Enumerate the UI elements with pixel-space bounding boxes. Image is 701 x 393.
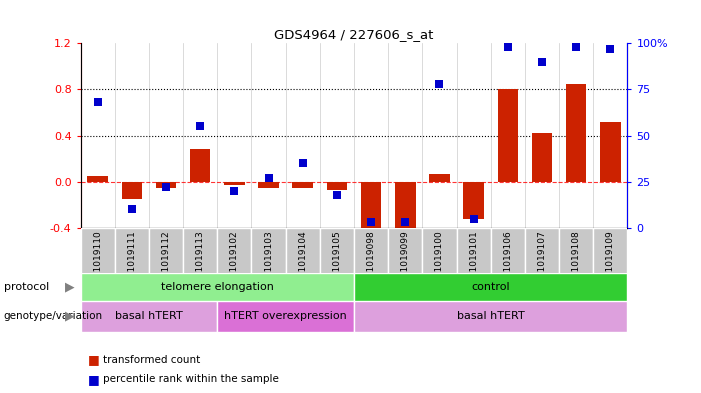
Bar — [422, 228, 456, 301]
Title: GDS4964 / 227606_s_at: GDS4964 / 227606_s_at — [274, 28, 434, 40]
Text: GSM1019106: GSM1019106 — [503, 230, 512, 291]
Text: GSM1019098: GSM1019098 — [367, 230, 376, 291]
Point — [502, 44, 513, 50]
Bar — [600, 122, 620, 182]
Text: basal hTERT: basal hTERT — [457, 311, 524, 321]
Point — [605, 46, 616, 52]
Bar — [217, 228, 252, 301]
Point — [195, 123, 206, 130]
Bar — [115, 228, 149, 301]
Text: GSM1019108: GSM1019108 — [571, 230, 580, 291]
Text: hTERT overexpression: hTERT overexpression — [224, 311, 347, 321]
Bar — [122, 182, 142, 199]
Bar — [354, 228, 388, 301]
Bar — [531, 133, 552, 182]
Bar — [286, 228, 320, 301]
Text: control: control — [471, 282, 510, 292]
Point — [468, 215, 479, 222]
Bar — [81, 301, 217, 332]
Bar — [388, 228, 422, 301]
Bar — [491, 228, 525, 301]
Bar — [498, 89, 518, 182]
Text: GSM1019105: GSM1019105 — [332, 230, 341, 291]
Text: GSM1019112: GSM1019112 — [161, 230, 170, 291]
Bar — [292, 182, 313, 187]
Point — [263, 175, 274, 181]
Bar — [224, 182, 245, 185]
Text: GSM1019099: GSM1019099 — [401, 230, 410, 291]
Bar — [217, 301, 354, 332]
Text: GSM1019113: GSM1019113 — [196, 230, 205, 291]
Point — [400, 219, 411, 226]
Bar — [395, 182, 416, 230]
Bar — [88, 176, 108, 182]
Point — [126, 206, 137, 213]
Bar — [559, 228, 593, 301]
Text: GSM1019100: GSM1019100 — [435, 230, 444, 291]
Point — [365, 219, 376, 226]
Text: GSM1019101: GSM1019101 — [469, 230, 478, 291]
Point — [434, 81, 445, 87]
Bar — [354, 273, 627, 301]
Text: basal hTERT: basal hTERT — [115, 311, 183, 321]
Bar — [456, 228, 491, 301]
Bar — [463, 182, 484, 219]
Bar — [149, 228, 183, 301]
Bar — [258, 182, 279, 187]
Bar — [183, 228, 217, 301]
Text: ■: ■ — [88, 353, 100, 366]
Bar — [320, 228, 354, 301]
Text: GSM1019107: GSM1019107 — [538, 230, 547, 291]
Bar — [252, 228, 286, 301]
Text: GSM1019110: GSM1019110 — [93, 230, 102, 291]
Text: telomere elongation: telomere elongation — [161, 282, 274, 292]
Point — [571, 44, 582, 50]
Text: GSM1019109: GSM1019109 — [606, 230, 615, 291]
Bar — [429, 174, 450, 182]
Bar — [327, 182, 347, 190]
Text: protocol: protocol — [4, 282, 49, 292]
Bar — [81, 228, 115, 301]
Point — [332, 191, 343, 198]
Point — [161, 184, 172, 191]
Bar — [354, 301, 627, 332]
Point — [229, 188, 240, 194]
Bar — [593, 228, 627, 301]
Text: genotype/variation: genotype/variation — [4, 311, 102, 321]
Text: GSM1019102: GSM1019102 — [230, 230, 239, 291]
Text: GSM1019111: GSM1019111 — [128, 230, 137, 291]
Bar — [361, 182, 381, 230]
Text: ■: ■ — [88, 373, 100, 386]
Text: ▶: ▶ — [65, 310, 75, 323]
Bar — [525, 228, 559, 301]
Point — [536, 59, 547, 65]
Text: GSM1019103: GSM1019103 — [264, 230, 273, 291]
Bar — [566, 84, 586, 182]
Bar — [190, 149, 210, 182]
Point — [297, 160, 308, 167]
Bar — [81, 273, 354, 301]
Text: transformed count: transformed count — [103, 354, 200, 365]
Bar — [156, 182, 176, 187]
Text: GSM1019104: GSM1019104 — [298, 230, 307, 291]
Text: percentile rank within the sample: percentile rank within the sample — [103, 374, 279, 384]
Point — [92, 99, 103, 105]
Text: ▶: ▶ — [65, 280, 75, 294]
